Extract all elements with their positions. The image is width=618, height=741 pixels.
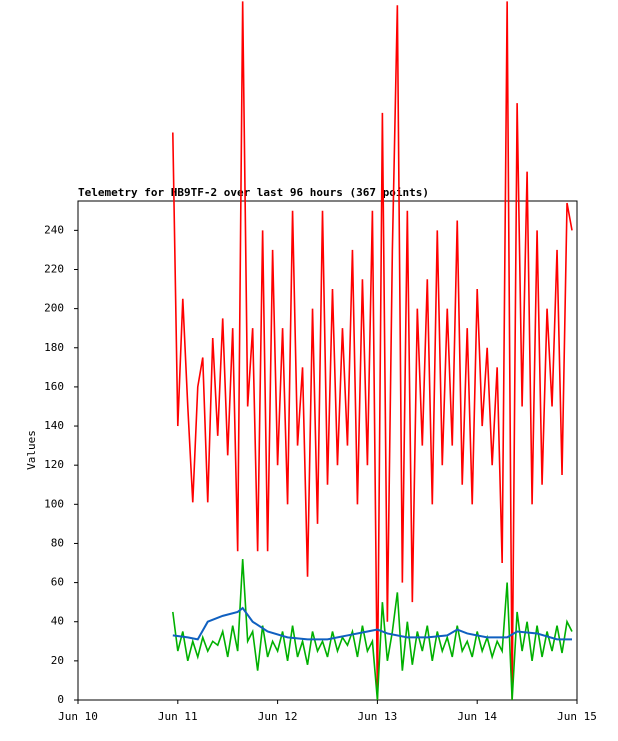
y-axis-label: Values [25, 430, 38, 470]
y-tick-label: 220 [44, 262, 64, 275]
series-line [172, 1, 573, 701]
x-tick-label: Jun 14 [457, 710, 497, 723]
y-tick-label: 180 [44, 341, 64, 354]
y-tick-label: 80 [51, 536, 64, 549]
x-tick-label: Jun 13 [358, 710, 398, 723]
y-tick-label: 20 [51, 654, 64, 667]
y-tick-label: 120 [44, 458, 64, 471]
y-tick-label: 200 [44, 302, 64, 315]
chart-title: Telemetry for HB9TF-2 over last 96 hours… [78, 186, 429, 199]
series-line [172, 559, 573, 701]
y-tick-label: 240 [44, 223, 64, 236]
x-tick-label: Jun 10 [58, 710, 98, 723]
y-tick-label: 40 [51, 615, 64, 628]
y-tick-label: 0 [57, 693, 64, 706]
x-tick-label: Jun 15 [557, 710, 597, 723]
y-tick-label: 160 [44, 380, 64, 393]
plot-frame [77, 200, 578, 701]
x-tick-label: Jun 12 [258, 710, 298, 723]
y-tick-label: 140 [44, 419, 64, 432]
y-tick-label: 60 [51, 576, 64, 589]
x-tick-label: Jun 11 [158, 710, 198, 723]
y-tick-label: 100 [44, 497, 64, 510]
series-line [172, 606, 573, 641]
